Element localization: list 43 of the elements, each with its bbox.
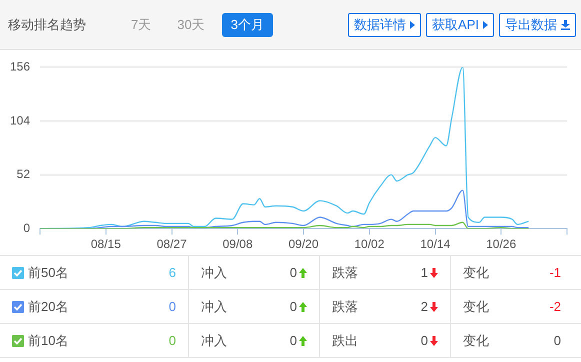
text: 0	[168, 299, 176, 314]
text: 导出数据	[499, 12, 576, 36]
x-tick-label: 10/02	[354, 237, 385, 252]
text: 冲入	[201, 332, 227, 350]
text: 变化	[463, 332, 489, 350]
text: 数据详情	[348, 12, 422, 36]
y-tick-label: 156	[10, 60, 30, 74]
text: 跌落	[332, 298, 358, 316]
text: -1	[549, 265, 561, 280]
legend-label: 前10名	[27, 332, 68, 350]
x-tick-label: 09/20	[288, 237, 319, 252]
text: 3个月	[222, 12, 273, 36]
text: 冲入	[201, 298, 227, 316]
text: 30天	[176, 16, 206, 34]
line-series	[40, 222, 530, 229]
chart-title: 移动排名趋势	[7, 16, 87, 34]
text: 0	[554, 333, 561, 348]
text: 变化	[463, 264, 489, 282]
text: 跌落	[332, 264, 358, 282]
text: 0	[168, 333, 176, 348]
text: 0	[290, 265, 298, 280]
text: 0	[290, 299, 298, 314]
text: 6	[168, 265, 176, 280]
x-tick-label: 09/08	[222, 237, 253, 252]
y-tick-label: 52	[16, 167, 30, 182]
x-tick-label: 10/14	[420, 237, 451, 252]
legend-label: 前50名	[27, 264, 68, 282]
x-tick-label: 08/15	[90, 237, 122, 252]
legend-label: 前20名	[27, 298, 68, 316]
x-tick-label: 10/26	[486, 237, 516, 252]
text: 0	[290, 333, 298, 348]
text: 0	[420, 333, 429, 348]
x-tick-label: 08/27	[156, 237, 188, 252]
text: 2	[420, 299, 429, 314]
y-tick-label: 0	[23, 220, 30, 235]
text: 跌出	[332, 332, 358, 350]
text: 1	[420, 265, 429, 280]
text: 变化	[463, 298, 489, 316]
text: 冲入	[201, 264, 227, 282]
text: -2	[549, 299, 561, 314]
text: 7天	[130, 16, 152, 34]
text: 获取API	[426, 12, 494, 36]
y-tick-label: 104	[10, 113, 30, 128]
